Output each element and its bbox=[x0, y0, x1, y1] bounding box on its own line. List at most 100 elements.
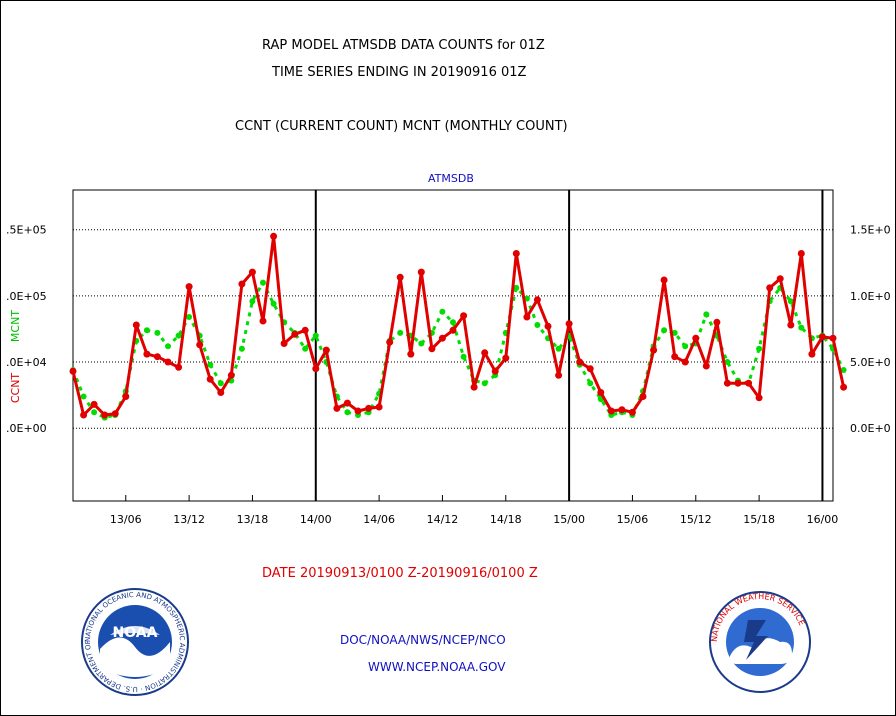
y-tick-label-right: 1.5E+0 bbox=[850, 224, 891, 237]
data-point-mcnt bbox=[513, 284, 520, 291]
data-point-ccnt bbox=[333, 404, 341, 412]
series-line-ccnt bbox=[71, 234, 846, 417]
data-point-ccnt bbox=[597, 389, 605, 396]
data-point-ccnt bbox=[111, 410, 119, 418]
series-line-mcnt bbox=[71, 281, 845, 420]
y-tick-label-right: 0.0E+0 bbox=[850, 422, 891, 435]
noaa-logo: NOAA NATIONAL OCEANIC AND ATMOSPHERIC AD… bbox=[80, 587, 189, 696]
x-tick-label: 15/18 bbox=[743, 513, 775, 526]
data-point-mcnt bbox=[175, 332, 182, 339]
nws-logo: NATIONAL WEATHER SERVICE bbox=[709, 591, 811, 693]
x-tick-label: 13/18 bbox=[237, 513, 269, 526]
data-point-ccnt bbox=[185, 283, 193, 291]
data-point-mcnt bbox=[260, 279, 266, 286]
data-point-mcnt bbox=[80, 393, 87, 400]
x-tick-label: 14/00 bbox=[300, 513, 332, 526]
data-point-ccnt bbox=[206, 375, 214, 383]
y-tick-label-right: 1.0E+0 bbox=[850, 290, 891, 303]
data-point-ccnt bbox=[175, 363, 183, 371]
data-point-ccnt bbox=[101, 411, 109, 419]
data-point-mcnt bbox=[481, 380, 488, 387]
data-point-ccnt bbox=[143, 350, 151, 358]
x-tick-label: 15/12 bbox=[680, 513, 712, 526]
data-point-mcnt bbox=[238, 345, 245, 352]
data-point-ccnt bbox=[565, 320, 573, 328]
data-point-ccnt bbox=[723, 379, 731, 387]
data-point-ccnt bbox=[132, 321, 140, 329]
data-point-ccnt bbox=[259, 317, 267, 325]
data-point-mcnt bbox=[682, 343, 689, 350]
data-point-ccnt bbox=[840, 383, 848, 391]
data-point-mcnt bbox=[186, 314, 193, 320]
data-point-mcnt bbox=[270, 300, 277, 307]
data-point-ccnt bbox=[407, 350, 415, 358]
data-point-mcnt bbox=[165, 343, 171, 350]
data-point-ccnt bbox=[544, 322, 552, 330]
data-point-mcnt bbox=[450, 319, 456, 326]
data-point-mcnt bbox=[756, 345, 763, 352]
data-point-ccnt bbox=[586, 365, 594, 373]
series-ccnt bbox=[69, 232, 848, 419]
data-point-mcnt bbox=[587, 380, 594, 387]
data-point-ccnt bbox=[776, 275, 784, 283]
data-point-ccnt bbox=[618, 406, 626, 414]
data-point-mcnt bbox=[154, 329, 161, 336]
chart-subtitle: CCNT (CURRENT COUNT) MCNT (MONTHLY COUNT… bbox=[235, 119, 568, 134]
data-point-ccnt bbox=[90, 400, 98, 408]
y-tick-label-right: 5.0E+0 bbox=[850, 356, 891, 369]
data-point-mcnt bbox=[344, 409, 351, 416]
data-point-ccnt bbox=[343, 399, 351, 407]
data-point-ccnt bbox=[291, 330, 299, 338]
noaa-logo-text: NOAA bbox=[113, 625, 158, 641]
data-point-ccnt bbox=[227, 371, 235, 379]
data-point-ccnt bbox=[438, 334, 446, 342]
url-link[interactable]: WWW.NCEP.NOAA.GOV bbox=[368, 660, 506, 674]
x-tick-label: 14/12 bbox=[427, 513, 459, 526]
data-point-ccnt bbox=[280, 340, 288, 347]
data-point-ccnt bbox=[555, 371, 563, 379]
data-point-ccnt bbox=[681, 358, 689, 366]
data-point-mcnt bbox=[724, 359, 731, 365]
data-point-ccnt bbox=[745, 379, 753, 387]
y-axis-label-ccnt: CCNT bbox=[9, 373, 22, 404]
data-point-ccnt bbox=[766, 284, 774, 292]
data-point-ccnt bbox=[365, 404, 373, 412]
y-axis-label-mcnt: MCNT bbox=[9, 310, 22, 342]
data-point-ccnt bbox=[576, 358, 584, 366]
data-point-ccnt bbox=[428, 345, 436, 353]
data-point-ccnt bbox=[639, 393, 647, 400]
data-point-ccnt bbox=[755, 394, 763, 402]
data-point-ccnt bbox=[818, 333, 826, 341]
plot-border bbox=[72, 189, 834, 502]
x-tick-label: 14/06 bbox=[363, 513, 395, 526]
data-point-mcnt bbox=[439, 308, 446, 315]
data-point-ccnt bbox=[417, 268, 425, 276]
data-point-ccnt bbox=[660, 276, 668, 284]
data-point-ccnt bbox=[502, 354, 510, 362]
data-point-ccnt bbox=[153, 353, 161, 361]
data-point-mcnt bbox=[460, 353, 467, 360]
data-point-mcnt bbox=[312, 332, 319, 339]
data-point-mcnt bbox=[207, 361, 214, 368]
tick-labels: .0E+00 .0E+04 .0E+05 .5E+05 0.0E+0 5.0E+0 1.0E… bbox=[6, 224, 891, 526]
data-point-ccnt bbox=[196, 341, 204, 349]
x-tick-label: 15/06 bbox=[617, 513, 649, 526]
data-point-mcnt bbox=[798, 324, 805, 331]
data-point-ccnt bbox=[607, 407, 615, 415]
data-point-mcnt bbox=[555, 345, 562, 352]
data-point-mcnt bbox=[397, 329, 404, 336]
data-point-ccnt bbox=[386, 338, 394, 346]
data-point-ccnt bbox=[354, 407, 362, 415]
data-point-ccnt bbox=[122, 393, 130, 400]
panel-label: ATMSDB bbox=[428, 172, 474, 185]
axes bbox=[72, 189, 834, 502]
data-point-mcnt bbox=[249, 298, 256, 305]
data-point-mcnt bbox=[217, 380, 224, 387]
data-point-ccnt bbox=[702, 362, 710, 370]
data-point-mcnt bbox=[143, 327, 150, 334]
data-point-ccnt bbox=[787, 321, 795, 329]
data-point-ccnt bbox=[449, 326, 457, 334]
y-tick-label-left: .0E+04 bbox=[6, 356, 47, 369]
data-point-ccnt bbox=[470, 383, 478, 391]
chart-title-line2: TIME SERIES ENDING IN 20190916 01Z bbox=[272, 65, 527, 80]
